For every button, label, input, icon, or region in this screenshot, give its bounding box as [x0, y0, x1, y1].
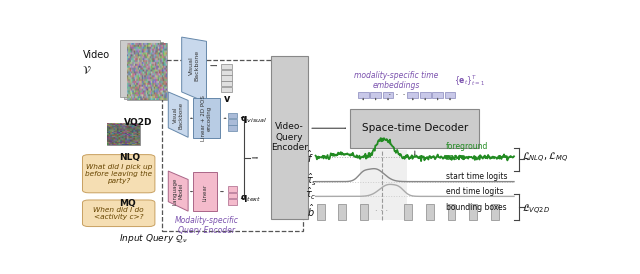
Bar — [221, 87, 232, 92]
Text: What did I pick up
before leaving the
party?: What did I pick up before leaving the pa… — [85, 164, 152, 184]
Text: $\mathcal{L}_{NLQ}, \mathcal{L}_{MQ}$: $\mathcal{L}_{NLQ}, \mathcal{L}_{MQ}$ — [522, 151, 569, 165]
Bar — [221, 64, 232, 69]
Text: $\mathbf{v}$: $\mathbf{v}$ — [223, 94, 231, 104]
Bar — [432, 92, 443, 98]
FancyBboxPatch shape — [83, 200, 155, 227]
Text: Linear + 2D POS
encoding: Linear + 2D POS encoding — [201, 95, 212, 141]
Text: $\hat{f}$: $\hat{f}$ — [307, 149, 314, 165]
Bar — [358, 92, 369, 98]
Text: Visual
Backbone: Visual Backbone — [173, 102, 184, 129]
Text: $\mathbf{q}_{text}$: $\mathbf{q}_{text}$ — [240, 193, 261, 204]
Text: Input Query $\mathcal{Q}_\nu$: Input Query $\mathcal{Q}_\nu$ — [118, 232, 188, 245]
Text: bounding boxes: bounding boxes — [445, 204, 506, 213]
Polygon shape — [168, 171, 188, 211]
Bar — [271, 56, 308, 219]
Text: Modality-specific
Query Encoder: Modality-specific Query Encoder — [175, 216, 239, 235]
Text: end time logits: end time logits — [445, 187, 503, 196]
Bar — [360, 150, 407, 219]
Text: Language
Model: Language Model — [173, 178, 184, 205]
Bar — [426, 204, 434, 219]
Text: foreground
score: foreground score — [445, 142, 488, 162]
Text: $\mathbf{q}_{visual}$: $\mathbf{q}_{visual}$ — [240, 114, 267, 125]
Text: When did I do
<activity c>?: When did I do <activity c>? — [93, 207, 144, 220]
Bar — [228, 187, 237, 192]
Bar — [383, 92, 394, 98]
Bar — [228, 119, 237, 125]
Bar — [447, 204, 456, 219]
Text: $\hat{\tau}_s$: $\hat{\tau}_s$ — [306, 172, 317, 187]
Bar — [370, 92, 381, 98]
Text: start time logits: start time logits — [445, 172, 507, 181]
Text: modality-specific time
embeddings: modality-specific time embeddings — [355, 71, 438, 90]
Bar — [228, 199, 237, 205]
Bar — [228, 193, 237, 198]
Text: $\{\mathbf{e}_t\}_{t=1}^T$: $\{\mathbf{e}_t\}_{t=1}^T$ — [454, 73, 485, 88]
Bar — [469, 204, 477, 219]
Bar — [420, 92, 431, 98]
Text: Linear: Linear — [202, 184, 207, 201]
Bar — [127, 43, 167, 100]
Bar — [221, 81, 232, 86]
Polygon shape — [168, 92, 188, 137]
Text: $\mathcal{L}_{VQ2D}$: $\mathcal{L}_{VQ2D}$ — [522, 203, 550, 217]
Text: Visual
Backbone: Visual Backbone — [189, 50, 200, 81]
Text: · · ·: · · · — [387, 90, 405, 100]
Bar — [193, 98, 220, 138]
Bar — [408, 92, 419, 98]
Bar — [404, 204, 412, 219]
Text: $\hat{b}$: $\hat{b}$ — [307, 203, 315, 219]
Text: $\mathcal{V}$: $\mathcal{V}$ — [83, 64, 92, 76]
Text: MQ: MQ — [118, 199, 136, 208]
Polygon shape — [182, 37, 207, 102]
Bar — [221, 76, 232, 81]
Bar — [228, 113, 237, 118]
Text: NLQ: NLQ — [118, 153, 140, 162]
Bar — [193, 172, 217, 211]
FancyBboxPatch shape — [83, 155, 155, 193]
Bar — [120, 41, 160, 98]
Bar — [108, 124, 140, 145]
Bar — [360, 204, 368, 219]
Bar — [350, 109, 479, 148]
Bar — [228, 125, 237, 131]
Bar — [124, 42, 163, 99]
Text: Space-time Decoder: Space-time Decoder — [362, 123, 468, 133]
Text: Video-
Query
Encoder: Video- Query Encoder — [271, 122, 308, 152]
Bar — [445, 92, 456, 98]
Text: · · ·: · · · — [375, 207, 388, 216]
Text: $\hat{\tau}_c$: $\hat{\tau}_c$ — [305, 186, 316, 202]
Bar — [221, 70, 232, 75]
Bar — [339, 204, 346, 219]
Bar — [491, 204, 499, 219]
Bar — [162, 60, 303, 231]
Text: Video: Video — [83, 50, 109, 60]
Text: VQ2D: VQ2D — [124, 118, 152, 127]
Bar — [317, 204, 324, 219]
